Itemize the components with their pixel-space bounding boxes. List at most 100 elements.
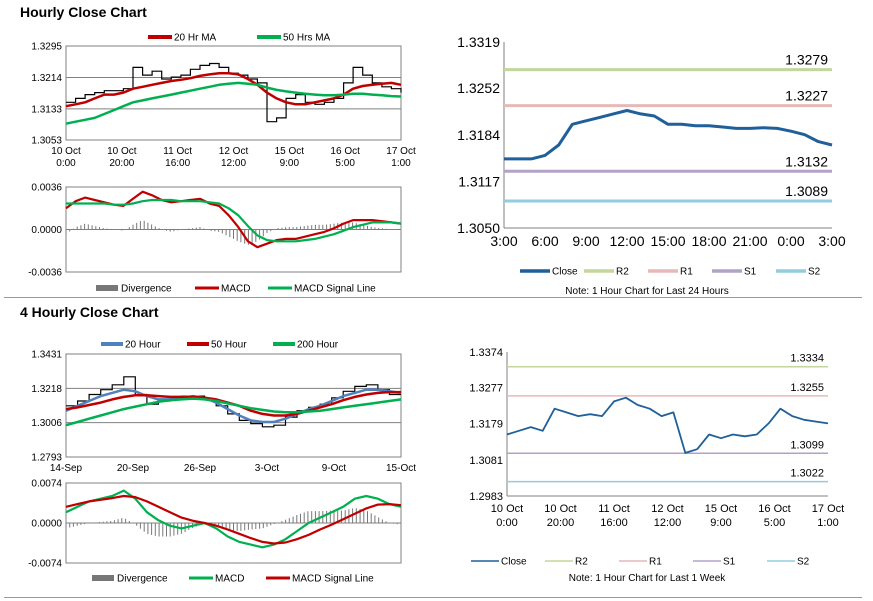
- hourly-macd-legend-signal-label: MACD Signal Line: [294, 284, 376, 295]
- hourly_price-x-tick-6-date: 17 Oct: [386, 146, 416, 157]
- hourly_pivot-x-tick-6: 21:00: [732, 233, 767, 249]
- four-hourly-section-title: 4 Hourly Close Chart: [20, 304, 159, 320]
- four-hourly-legend-20hour-label: 20 Hour: [125, 340, 161, 351]
- four_hourly_price-series-20-hour: [65, 388, 402, 424]
- hourly_price-x-tick-0-date: 10 Oct: [51, 146, 81, 157]
- four_hourly_price-x-tick-4: 9-Oct: [322, 463, 347, 474]
- hourly_pivot-x-tick-5: 18:00: [691, 233, 726, 249]
- hourly_price-x-tick-3-date: 12 Oct: [219, 146, 249, 157]
- hourly_price-y-tick-1: 1.3214: [31, 73, 62, 84]
- hourly_macd-y-tick-2: -0.0036: [28, 268, 62, 279]
- four_hourly_pivot-legend-s1-label: S1: [723, 557, 736, 568]
- hourly_price-x-tick-6-time: 1:00: [391, 158, 411, 169]
- hourly-price-legend-20hr-label: 20 Hr MA: [174, 33, 217, 44]
- hourly-price-legend-50hrs-label: 50 Hrs MA: [283, 33, 331, 44]
- four_hourly_macd-y-tick-1: 0.0000: [31, 519, 62, 530]
- four_hourly_price-y-tick-0: 1.3431: [31, 350, 62, 361]
- hourly_price-x-tick-4-date: 15 Oct: [275, 146, 305, 157]
- hourly_pivot-y-tick-3: 1.3117: [458, 174, 500, 190]
- hourly_price-x-tick-5-date: 16 Oct: [330, 146, 360, 157]
- four-hourly-legend-200hour-label: 200 Hour: [297, 340, 339, 351]
- hourly_price-x-tick-0-time: 0:00: [56, 158, 76, 169]
- hourly_price-series-20-hr-ma: [65, 71, 402, 108]
- four_hourly_pivot-x-tick-2-time: 16:00: [600, 517, 628, 529]
- hourly-macd-legend-macd-label: MACD: [221, 284, 250, 295]
- four_hourly_price-x-tick-3: 3-Oct: [255, 463, 280, 474]
- hourly_pivot-y-tick-0: 1.3319: [457, 34, 500, 50]
- hourly_pivot-y-tick-2: 1.3184: [457, 127, 500, 143]
- hourly_price-x-tick-1-time: 20:00: [109, 158, 134, 169]
- hourly_price-x-tick-2-date: 11 Oct: [163, 146, 192, 157]
- four_hourly_pivot-legend-r2-label: R2: [575, 557, 588, 568]
- four_hourly_pivot-y-tick-3: 1.3081: [469, 455, 503, 467]
- hourly-section-title: Hourly Close Chart: [20, 4, 147, 20]
- hourly_pivot-y-tick-1: 1.3252: [457, 80, 500, 96]
- four_hourly_pivot-level-label-s2: 1.3022: [790, 468, 824, 480]
- four_hourly_price-y-tick-1: 1.3218: [31, 384, 62, 395]
- section-divider: [4, 297, 862, 298]
- hourly_pivot-y-tick-4: 1.3050: [457, 220, 500, 236]
- hourly_pivot-x-tick-3: 12:00: [609, 233, 644, 249]
- four-hourly-macd-legend-divergence-label: Divergence: [117, 574, 168, 585]
- hourly-macd-legend-divergence-swatch: [96, 285, 118, 291]
- four_hourly_pivot-legend-r1-label: R1: [649, 557, 662, 568]
- four_hourly_pivot-x-tick-5-date: 16 Oct: [758, 503, 790, 515]
- four_hourly_pivot-x-tick-4-time: 9:00: [710, 517, 731, 529]
- four_hourly_macd-y-tick-2: -0.0074: [28, 559, 62, 570]
- hourly_price-series-50-hrs-ma: [65, 81, 402, 125]
- four_hourly_price-y-tick-3: 1.2793: [31, 453, 62, 464]
- four_hourly_macd-series-macd-signal-line: [65, 494, 402, 545]
- four-hourly-legend-50hour-label: 50 Hour: [211, 340, 247, 351]
- four_hourly_price-x-tick-5: 15-Oct: [386, 463, 416, 474]
- hourly_price-x-tick-1-date: 10 Oct: [107, 146, 137, 157]
- four_hourly_macd-y-tick-0: 0.0074: [31, 479, 62, 490]
- four_hourly_pivot-x-tick-1-time: 20:00: [547, 517, 575, 529]
- hourly_pivot-level-label-s1: 1.3132: [785, 153, 828, 169]
- bottom-divider: [4, 597, 862, 598]
- hourly_pivot-level-label-r2: 1.3279: [785, 52, 828, 68]
- four_hourly_pivot-y-tick-1: 1.3277: [469, 383, 503, 395]
- four_hourly_pivot-x-tick-5-time: 5:00: [764, 517, 785, 529]
- four_hourly_pivot-level-label-r1: 1.3255: [790, 382, 824, 394]
- four_hourly_pivot-note: Note: 1 Hour Chart for Last 1 Week: [569, 573, 727, 584]
- hourly_pivot-x-tick-0: 3:00: [490, 233, 517, 249]
- four_hourly_pivot-x-tick-0-time: 0:00: [496, 517, 517, 529]
- hourly_pivot-x-tick-2: 9:00: [572, 233, 599, 249]
- four_hourly_price-y-tick-2: 1.3006: [31, 418, 62, 429]
- four_hourly_pivot-y-tick-2: 1.3179: [469, 419, 503, 431]
- four_hourly_price-x-tick-2: 26-Sep: [184, 463, 217, 474]
- four_hourly_pivot-x-tick-6-time: 1:00: [817, 517, 838, 529]
- hourly_macd-series-macd-signal-line: [66, 198, 402, 243]
- four-hourly-macd-legend-divergence-swatch: [92, 575, 114, 581]
- hourly_pivot-legend-close-label: Close: [552, 267, 578, 278]
- hourly_pivot-x-tick-1: 6:00: [531, 233, 558, 249]
- hourly_pivot-x-tick-8: 3:00: [818, 233, 845, 249]
- hourly_pivot-series-close: [504, 109, 833, 161]
- hourly-macd-legend-divergence-label: Divergence: [121, 284, 172, 295]
- four-hourly-macd-legend-macd-label: MACD: [215, 574, 244, 585]
- four_hourly_macd-series-macd: [65, 489, 402, 549]
- four_hourly_pivot-series-close: [506, 396, 829, 454]
- hourly_price-series-price: [66, 62, 402, 123]
- four_hourly_price-x-tick-0: 14-Sep: [50, 463, 83, 474]
- four_hourly_pivot-level-label-s1: 1.3099: [790, 439, 824, 451]
- four_hourly_pivot-x-tick-4-date: 15 Oct: [705, 503, 737, 515]
- hourly_pivot-legend-s1-label: S1: [744, 267, 757, 278]
- hourly_price-y-tick-2: 1.3133: [31, 104, 62, 115]
- hourly_pivot-x-tick-7: 0:00: [777, 233, 804, 249]
- hourly_pivot-legend-r1-label: R1: [680, 267, 693, 278]
- hourly_pivot-x-tick-4: 15:00: [650, 233, 685, 249]
- four_hourly_pivot-legend-s2-label: S2: [797, 557, 810, 568]
- four_hourly_pivot-legend-close-label: Close: [501, 557, 527, 568]
- hourly_macd-y-tick-0: 0.0036: [31, 183, 62, 194]
- four_hourly_price-series-price: [66, 376, 401, 428]
- four_hourly_pivot-x-tick-3-date: 12 Oct: [651, 503, 683, 515]
- four_hourly_pivot-x-tick-1-date: 10 Oct: [544, 503, 576, 515]
- hourly_price-x-tick-2-time: 16:00: [165, 158, 190, 169]
- four_hourly_pivot-level-label-r2: 1.3334: [790, 353, 824, 365]
- four_hourly_pivot-x-tick-3-time: 12:00: [654, 517, 682, 529]
- hourly_pivot-level-label-r1: 1.3227: [785, 88, 828, 104]
- four_hourly_pivot-x-tick-2-date: 11 Oct: [598, 503, 630, 515]
- four_hourly_pivot-x-tick-0-date: 10 Oct: [491, 503, 523, 515]
